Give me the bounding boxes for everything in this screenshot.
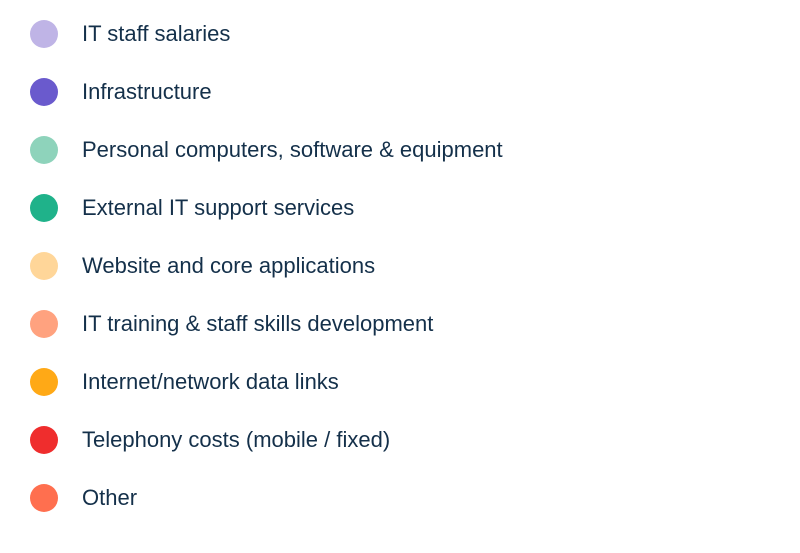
legend-swatch <box>30 194 58 222</box>
legend-swatch <box>30 136 58 164</box>
legend-swatch <box>30 310 58 338</box>
legend-swatch <box>30 252 58 280</box>
legend-swatch <box>30 426 58 454</box>
legend-swatch <box>30 368 58 396</box>
legend-label: Website and core applications <box>82 253 375 279</box>
legend-item: External IT support services <box>30 194 770 222</box>
legend-item: Internet/network data links <box>30 368 770 396</box>
legend-label: Other <box>82 485 137 511</box>
legend-item: Website and core applications <box>30 252 770 280</box>
legend-label: IT staff salaries <box>82 21 230 47</box>
legend-item: Infrastructure <box>30 78 770 106</box>
legend-swatch <box>30 78 58 106</box>
legend-item: Personal computers, software & equipment <box>30 136 770 164</box>
legend-item: IT training & staff skills development <box>30 310 770 338</box>
legend-label: Telephony costs (mobile / fixed) <box>82 427 390 453</box>
legend-swatch <box>30 484 58 512</box>
legend-item: Other <box>30 484 770 512</box>
legend-item: IT staff salaries <box>30 20 770 48</box>
legend-list: IT staff salaries Infrastructure Personal … <box>30 20 770 512</box>
legend-item: Telephony costs (mobile / fixed) <box>30 426 770 454</box>
legend-label: Infrastructure <box>82 79 212 105</box>
legend-label: IT training & staff skills development <box>82 311 433 337</box>
legend-label: External IT support services <box>82 195 354 221</box>
legend-label: Personal computers, software & equipment <box>82 137 503 163</box>
legend-swatch <box>30 20 58 48</box>
legend-label: Internet/network data links <box>82 369 339 395</box>
